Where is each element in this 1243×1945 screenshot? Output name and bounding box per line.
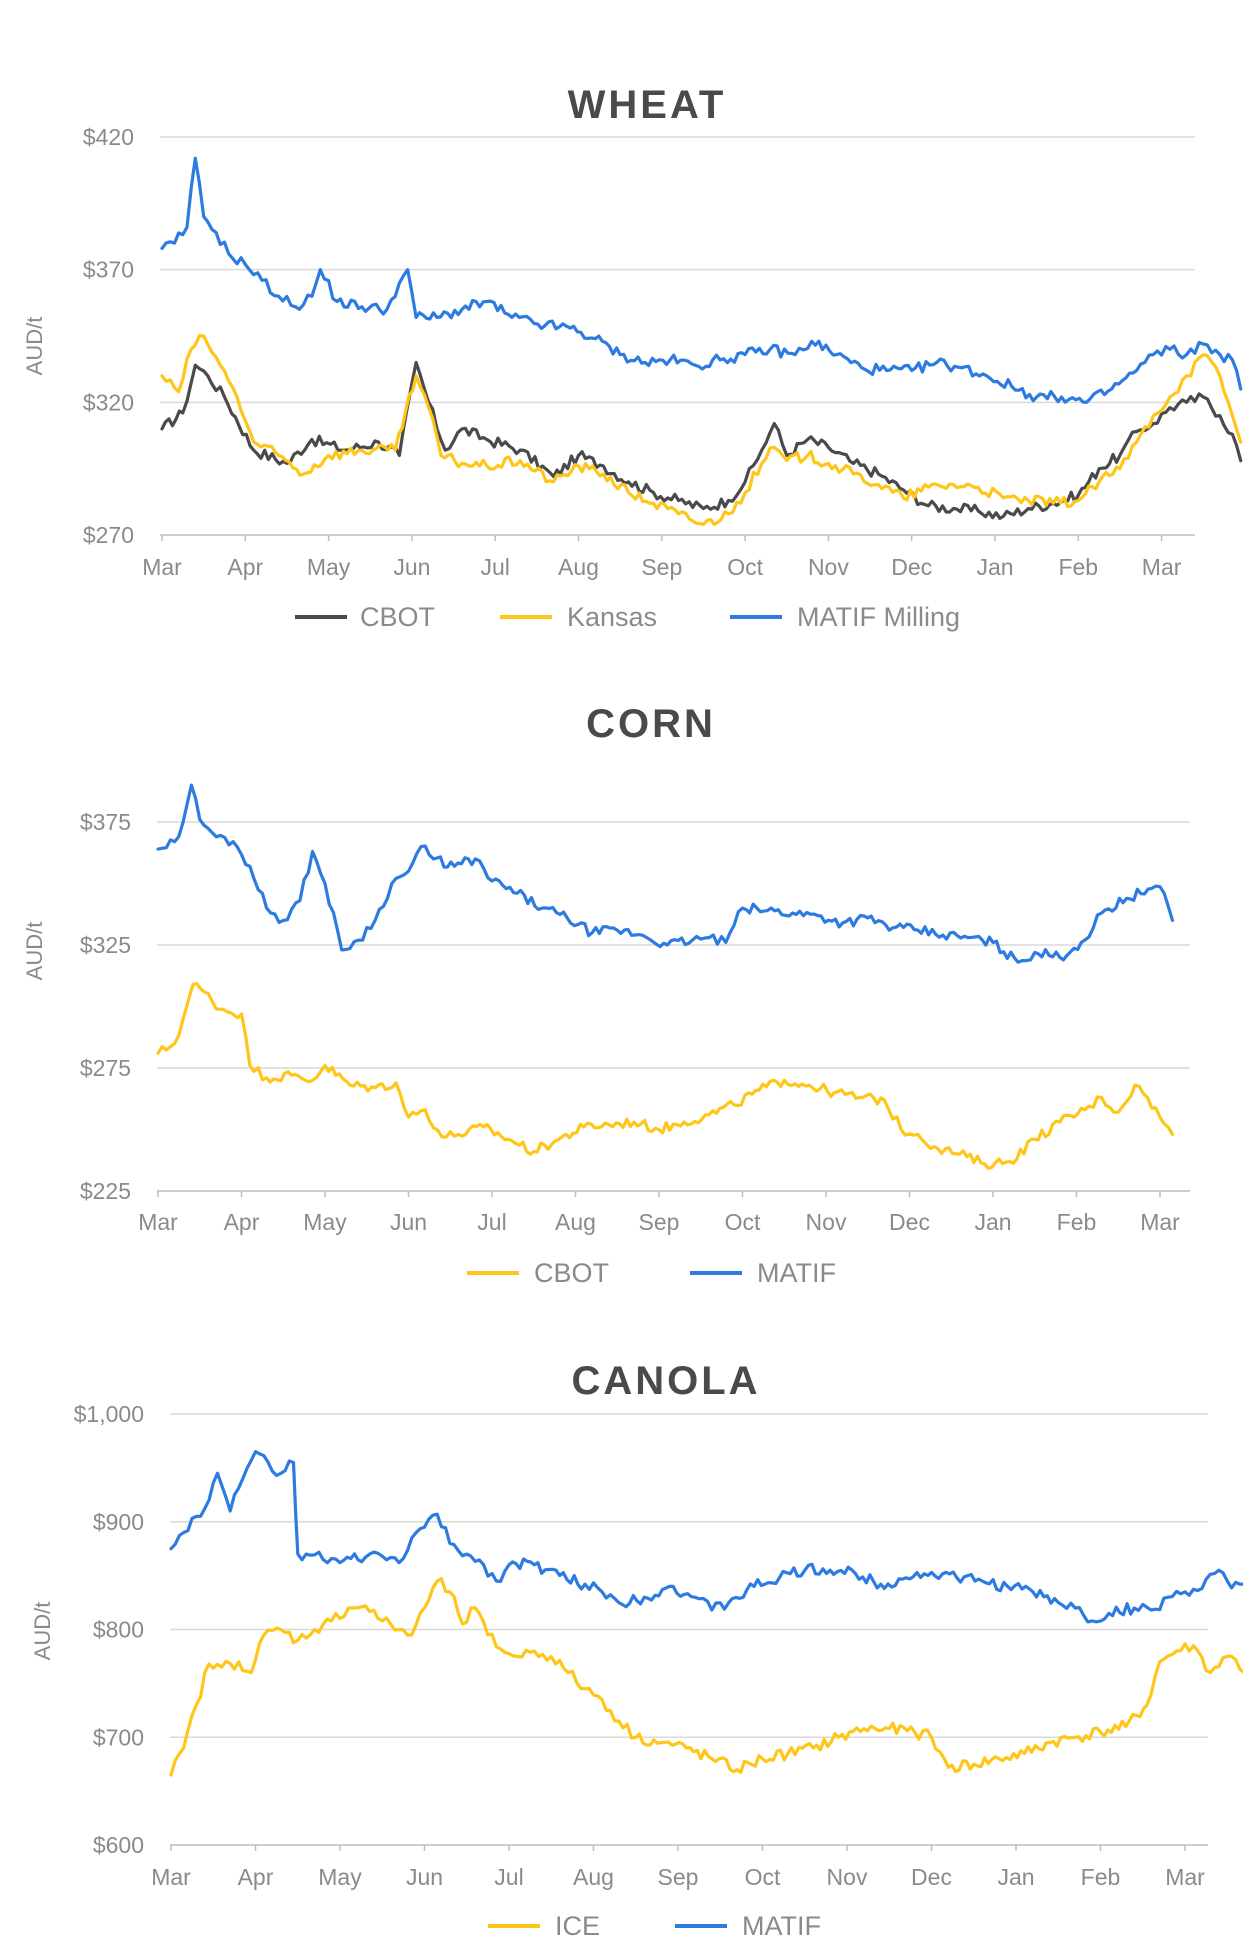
x-tick-label: Dec	[889, 1209, 930, 1235]
legend-label: CBOT	[534, 1258, 609, 1288]
corn-legend: CBOT MATIF	[467, 1258, 836, 1288]
x-tick-label: Jul	[494, 1864, 523, 1890]
y-tick-label: $370	[83, 257, 134, 283]
x-tick-label: Mar	[151, 1864, 191, 1890]
wheat-y-axis-title: AUD/t	[22, 317, 47, 376]
x-tick-label: Nov	[806, 1209, 847, 1235]
x-tick-label: May	[303, 1209, 347, 1235]
series-line-matif-milling	[160, 156, 1243, 404]
y-tick-label: $325	[80, 932, 131, 958]
x-tick-label: Sep	[658, 1864, 699, 1890]
x-tick-label: Feb	[1081, 1864, 1121, 1890]
x-tick-label: Aug	[555, 1209, 596, 1235]
x-tick-label: Aug	[573, 1864, 614, 1890]
x-tick-label: Nov	[827, 1864, 868, 1890]
canola-chart-title: CANOLA	[571, 1359, 760, 1403]
wheat-chart: WHEAT AUD/t $270 $320 $370 $420 Mar Apr May Jun…	[22, 83, 1243, 632]
legend-label: ICE	[555, 1911, 600, 1941]
x-tick-label: May	[318, 1864, 362, 1890]
y-tick-label: $600	[93, 1832, 144, 1858]
x-tick-label: Jan	[976, 554, 1013, 580]
y-tick-label: $375	[80, 809, 131, 835]
y-tick-label: $900	[93, 1509, 144, 1535]
x-tick-label: Feb	[1058, 554, 1098, 580]
legend-label: MATIF	[742, 1911, 821, 1941]
x-tick-label: Jan	[974, 1209, 1011, 1235]
x-tick-label: Jul	[477, 1209, 506, 1235]
x-tick-label: Mar	[138, 1209, 178, 1235]
series-line-matif	[156, 783, 1175, 964]
series-line-cbot	[160, 360, 1243, 520]
wheat-chart-title: WHEAT	[568, 83, 727, 127]
x-tick-label: Mar	[142, 554, 182, 580]
x-tick-label: Apr	[227, 554, 263, 580]
legend-label: Kansas	[567, 602, 657, 632]
canola-chart: CANOLA AUD/t $600 $700 $800 $900 $1,000 Mar Ap…	[30, 1359, 1243, 1941]
y-tick-label: $270	[83, 522, 134, 548]
x-tick-label: Jun	[393, 554, 430, 580]
y-tick-label: $320	[83, 389, 134, 415]
series-line-kansas	[160, 333, 1243, 526]
x-tick-label: Mar	[1140, 1209, 1180, 1235]
x-tick-label: Sep	[639, 1209, 680, 1235]
x-tick-label: Aug	[558, 554, 599, 580]
x-tick-label: Sep	[641, 554, 682, 580]
x-tick-label: Apr	[224, 1209, 260, 1235]
wheat-legend: CBOT Kansas MATIF Milling	[295, 602, 960, 632]
y-tick-label: $225	[80, 1178, 131, 1204]
corn-y-axis-title: AUD/t	[22, 922, 47, 981]
corn-chart-title: CORN	[586, 702, 716, 746]
y-tick-label: $275	[80, 1055, 131, 1081]
x-tick-label: Jun	[406, 1864, 443, 1890]
x-tick-label: Feb	[1057, 1209, 1097, 1235]
x-tick-label: Jun	[390, 1209, 427, 1235]
series-line-ice	[169, 1577, 1243, 1777]
x-tick-label: Nov	[808, 554, 849, 580]
x-tick-label: Oct	[727, 554, 763, 580]
x-tick-label: Oct	[725, 1209, 761, 1235]
corn-chart: CORN AUD/t $225 $275 $325 $375 Mar Apr May Jun J…	[22, 702, 1190, 1288]
x-tick-label: Dec	[911, 1864, 952, 1890]
x-tick-label: Mar	[1165, 1864, 1205, 1890]
x-tick-label: May	[307, 554, 351, 580]
x-tick-label: Jul	[480, 554, 509, 580]
legend-label: MATIF Milling	[797, 602, 960, 632]
canola-legend: ICE MATIF	[488, 1911, 821, 1941]
series-line-cbot	[156, 982, 1175, 1170]
y-tick-label: $420	[83, 124, 134, 150]
legend-label: CBOT	[360, 602, 435, 632]
canola-y-axis-title: AUD/t	[30, 1602, 55, 1661]
x-tick-label: Jan	[997, 1864, 1034, 1890]
y-tick-label: $700	[93, 1724, 144, 1750]
series-line-matif	[169, 1450, 1243, 1624]
x-tick-label: Mar	[1142, 554, 1182, 580]
x-tick-label: Oct	[745, 1864, 781, 1890]
legend-label: MATIF	[757, 1258, 836, 1288]
x-tick-label: Dec	[891, 554, 932, 580]
x-tick-label: Apr	[238, 1864, 274, 1890]
y-tick-label: $1,000	[74, 1401, 144, 1427]
y-tick-label: $800	[93, 1617, 144, 1643]
